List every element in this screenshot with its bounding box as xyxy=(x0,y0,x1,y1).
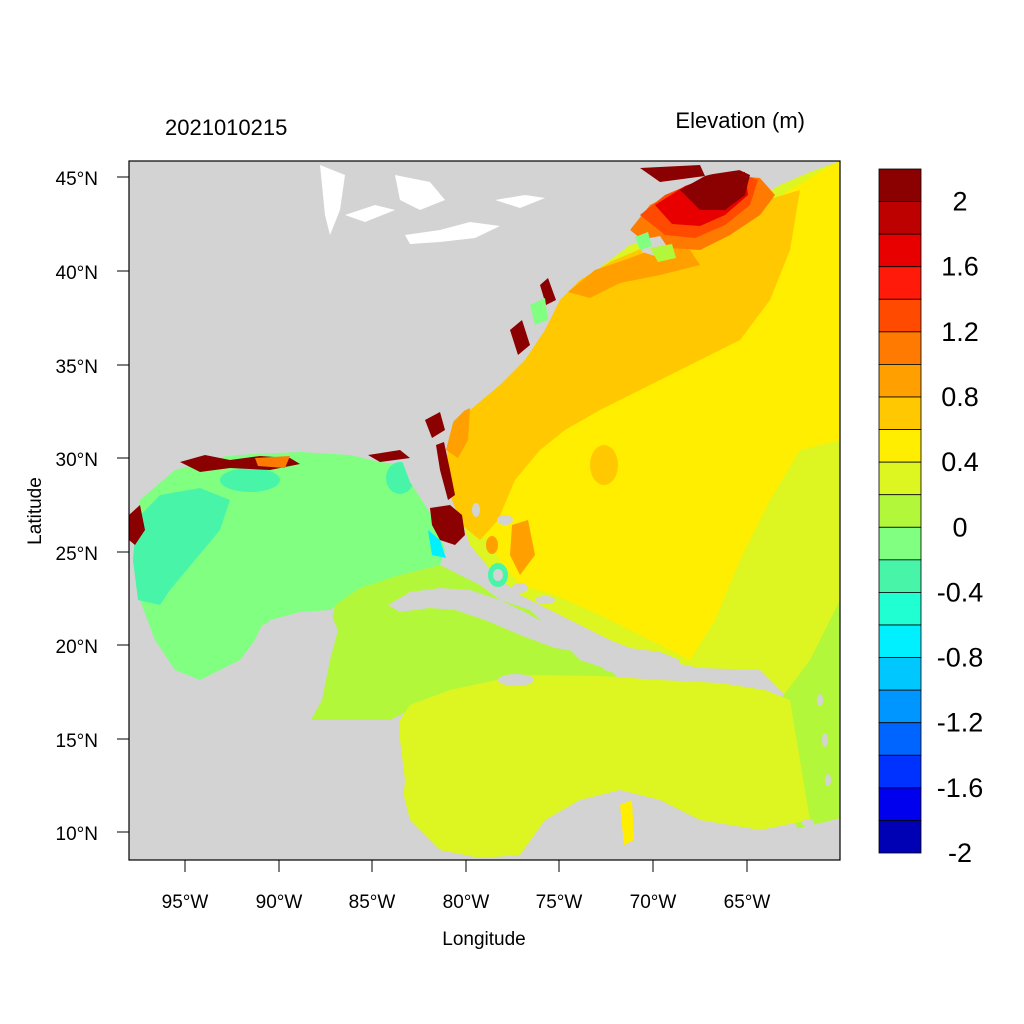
lat-tick: 25°N xyxy=(56,544,129,565)
colorbar-label: 0.4 xyxy=(941,447,979,477)
colorbar-label: -1.6 xyxy=(937,773,984,803)
land-central-america xyxy=(129,670,405,860)
latitude-ticks: 45°N 40°N 35°N 30°N 25°N 20°N 15°N 10°N xyxy=(56,169,129,845)
region-nearshore-orange xyxy=(446,408,470,458)
land-south-america xyxy=(520,800,840,860)
region-orange-shelf xyxy=(445,190,800,540)
variable-title: Elevation (m) xyxy=(675,108,805,133)
colorbar xyxy=(878,168,922,854)
region-la-shelf-teal xyxy=(220,468,280,492)
colorbar-swatch xyxy=(878,364,922,398)
colorbar-label: -1.2 xyxy=(937,708,984,738)
colorbar-swatch xyxy=(878,624,922,658)
lat-tick: 30°N xyxy=(56,450,129,471)
lat-tick-label: 30°N xyxy=(56,450,98,471)
lon-tick: 75°W xyxy=(536,860,583,913)
lat-tick-label: 10°N xyxy=(56,824,98,845)
lon-tick: 90°W xyxy=(256,860,303,913)
lat-tick: 45°N xyxy=(56,169,129,190)
colorbar-swatch xyxy=(878,526,922,561)
land-hispaniola xyxy=(600,648,680,678)
colorbar-swatch xyxy=(878,559,922,593)
land-east-coast xyxy=(129,161,760,515)
region-florida-bay-cyan xyxy=(428,530,446,558)
lon-tick-label: 65°W xyxy=(724,892,771,913)
lon-tick: 65°W xyxy=(724,860,771,913)
lat-tick-label: 25°N xyxy=(56,544,98,565)
lat-tick: 15°N xyxy=(56,731,129,752)
bahamas xyxy=(472,503,555,604)
colorbar-label: -0.4 xyxy=(937,577,984,607)
lat-tick-label: 40°N xyxy=(56,263,98,284)
colorbar-swatch xyxy=(878,331,922,365)
colorbar-label: 0.8 xyxy=(941,382,979,412)
lat-tick-label: 15°N xyxy=(56,731,98,752)
land-cuba xyxy=(388,588,590,652)
lon-tick-label: 95°W xyxy=(162,892,209,913)
lat-tick: 40°N xyxy=(56,263,129,284)
timestamp-title: 2021010215 xyxy=(165,115,287,140)
great-lakes xyxy=(320,165,545,244)
lat-tick: 20°N xyxy=(56,637,129,658)
region-gulf-of-maine-max xyxy=(680,168,750,210)
colorbar-swatch xyxy=(878,494,922,528)
map-area xyxy=(129,161,840,860)
lon-tick: 70°W xyxy=(630,860,677,913)
colorbar-label: -0.8 xyxy=(937,643,984,673)
colorbar-label: 2 xyxy=(952,187,967,217)
region-sw-florida-high xyxy=(430,505,465,545)
colorbar-swatch xyxy=(878,429,922,463)
colorbar-swatch xyxy=(878,820,922,854)
colorbar-swatch xyxy=(878,233,922,268)
colorbar-swatch xyxy=(878,266,922,300)
y-axis-label: Latitude xyxy=(25,477,46,545)
colorbar-swatch xyxy=(878,657,922,691)
colorbar-swatch xyxy=(878,201,922,235)
lon-tick-label: 70°W xyxy=(630,892,677,913)
region-east-green xyxy=(770,600,840,860)
longitude-ticks: 95°W 90°W 85°W 80°W 75°W 70°W 65°W xyxy=(162,860,771,913)
colorbar-swatch xyxy=(878,298,922,333)
x-axis-label: Longitude xyxy=(442,929,525,950)
colorbar-swatch xyxy=(878,168,922,202)
colorbar-swatch xyxy=(878,592,922,626)
lat-tick-label: 20°N xyxy=(56,637,98,658)
land-puerto-rico xyxy=(706,673,734,683)
region-western-gulf xyxy=(133,488,230,605)
lat-tick-label: 35°N xyxy=(56,357,98,378)
region-bahamas-orange xyxy=(510,520,535,575)
colorbar-swatch xyxy=(878,754,922,789)
plot-frame xyxy=(128,160,841,861)
colorbar-labels: 2 1.6 1.2 0.8 0.4 0 -0.4 -0.8 -1.2 -1.6 -2 xyxy=(937,187,984,868)
land-jamaica xyxy=(498,674,534,686)
lat-tick: 35°N xyxy=(56,357,129,378)
lon-tick: 95°W xyxy=(162,860,209,913)
colorbar-swatch xyxy=(878,689,922,724)
lon-tick-label: 85°W xyxy=(349,892,396,913)
lat-tick-label: 45°N xyxy=(56,169,98,190)
colorbar-label: 0 xyxy=(952,512,967,542)
colorbar-swatch xyxy=(878,396,922,430)
lesser-antilles xyxy=(802,694,831,827)
colorbar-swatch xyxy=(878,461,922,496)
region-caribbean-main xyxy=(400,675,810,858)
region-orange-eddy xyxy=(590,445,618,485)
colorbar-label: 1.2 xyxy=(941,317,979,347)
lon-tick: 85°W xyxy=(349,860,396,913)
colorbar-label: -2 xyxy=(948,838,972,868)
lon-tick: 80°W xyxy=(443,860,490,913)
lon-tick-label: 90°W xyxy=(256,892,303,913)
coastal-orange-marks xyxy=(255,456,290,468)
colorbar-swatch xyxy=(878,787,922,821)
lat-tick: 10°N xyxy=(56,824,129,845)
colorbar-swatch xyxy=(878,722,922,756)
lon-tick-label: 75°W xyxy=(536,892,583,913)
coastal-green-marks xyxy=(530,232,652,325)
colorbar-label: 1.6 xyxy=(941,252,979,282)
lon-tick-label: 80°W xyxy=(443,892,490,913)
land-yucatan xyxy=(250,612,338,722)
